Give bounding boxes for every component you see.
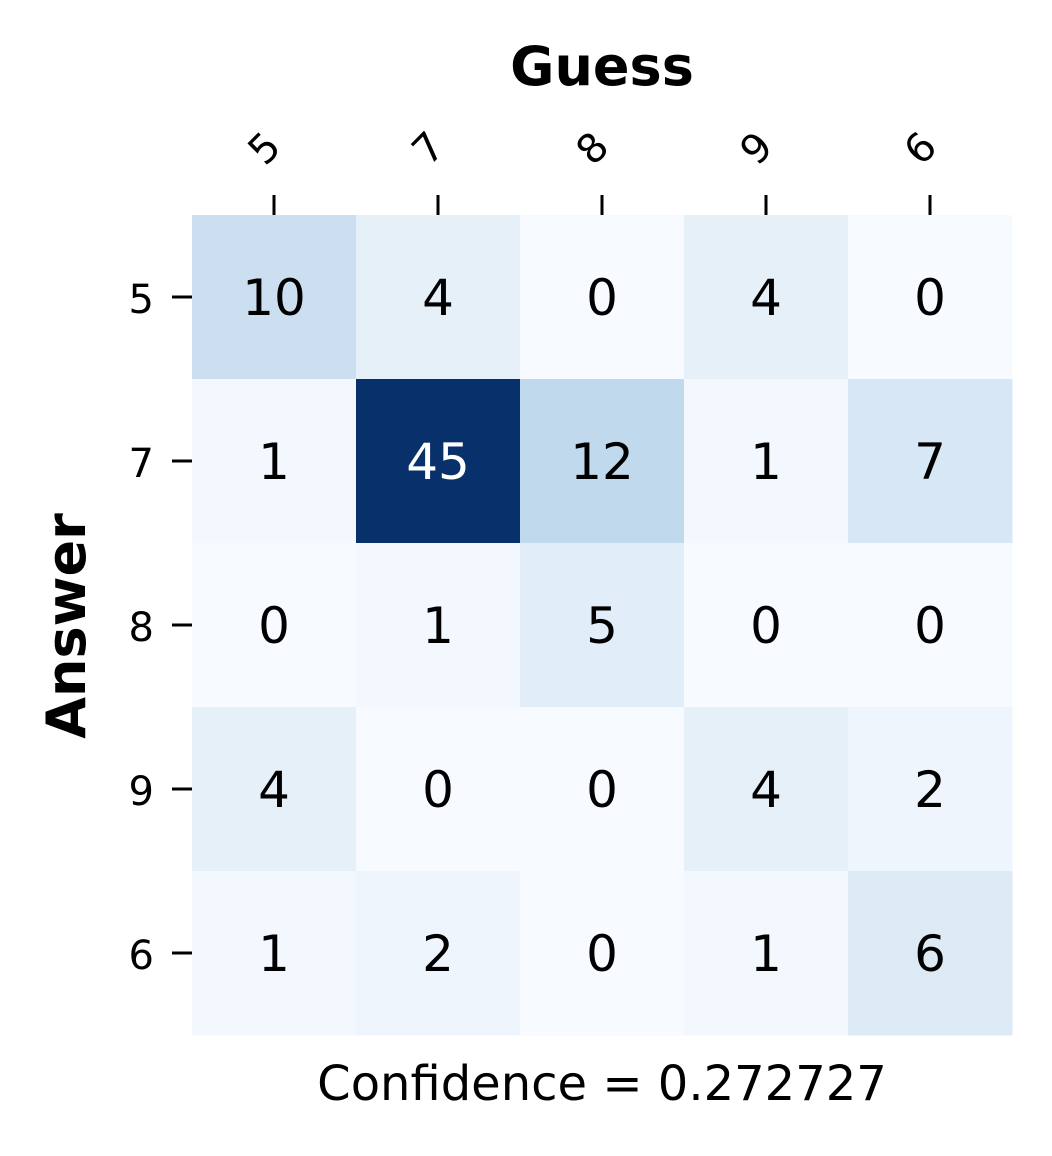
heatmap-cell-r1-c3: [684, 379, 849, 544]
heatmap-cell-r3-c4: [848, 707, 1013, 872]
cell-value-label: 0: [914, 597, 946, 655]
heatmap-cell-r3-c3: [684, 707, 849, 872]
confidence-caption: Confidence = 0.272727: [317, 1056, 887, 1112]
cell-value-label: 5: [586, 597, 618, 655]
cell-value-label: 2: [422, 925, 454, 983]
cell-value-label: 0: [914, 269, 946, 327]
y-tick-label: 7: [129, 441, 154, 487]
heatmap-cell-r0-c3: [684, 215, 849, 380]
cell-value-label: 0: [422, 761, 454, 819]
cell-value-label: 6: [914, 925, 946, 983]
heatmap-cell-r2-c2: [520, 543, 685, 708]
cell-value-label: 0: [586, 761, 618, 819]
cell-value-label: 4: [258, 761, 290, 819]
heatmap-cell-r2-c4: [848, 543, 1013, 708]
x-tick-label: 5: [240, 124, 291, 175]
heatmap-cell-r0-c4: [848, 215, 1013, 380]
cell-value-label: 4: [750, 269, 782, 327]
heatmap-cell-r4-c2: [520, 871, 685, 1036]
x-axis-title: Guess: [510, 35, 694, 98]
cell-value-label: 1: [422, 597, 454, 655]
cell-value-label: 4: [750, 761, 782, 819]
x-tick-label: 6: [896, 124, 947, 175]
cell-value-label: 0: [586, 269, 618, 327]
heatmap-cell-r1-c2: [520, 379, 685, 544]
heatmap-cell-r0-c2: [520, 215, 685, 380]
cell-value-label: 2: [914, 761, 946, 819]
cell-value-label: 1: [258, 433, 290, 491]
cell-value-label: 0: [750, 597, 782, 655]
cell-value-label: 12: [570, 433, 634, 491]
heatmap-cell-r4-c1: [356, 871, 521, 1036]
heatmap-cell-r0-c1: [356, 215, 521, 380]
heatmap-cell-r2-c1: [356, 543, 521, 708]
y-axis-title: Answer: [35, 513, 98, 739]
y-tick-label: 8: [129, 605, 154, 651]
heatmap-cell-r1-c1: [356, 379, 521, 544]
cell-value-label: 4: [422, 269, 454, 327]
heatmap-cell-r3-c1: [356, 707, 521, 872]
heatmap-cell-r4-c4: [848, 871, 1013, 1036]
heatmap-cell-r3-c0: [192, 707, 357, 872]
cell-value-label: 0: [258, 597, 290, 655]
cell-value-label: 45: [406, 433, 470, 491]
heatmap-cell-r4-c3: [684, 871, 849, 1036]
cell-value-label: 1: [750, 433, 782, 491]
cell-value-label: 7: [914, 433, 946, 491]
heatmap-cell-r4-c0: [192, 871, 357, 1036]
x-tick-label: 9: [732, 124, 783, 175]
y-tick-label: 5: [129, 277, 154, 323]
heatmap-cell-r1-c4: [848, 379, 1013, 544]
x-tick-label: 7: [404, 124, 455, 175]
x-tick-label: 8: [568, 124, 619, 175]
cell-value-label: 1: [258, 925, 290, 983]
cell-value-label: 10: [242, 269, 306, 327]
heatmap-cell-r3-c2: [520, 707, 685, 872]
heatmap-cell-r2-c3: [684, 543, 849, 708]
heatmap-cell-r2-c0: [192, 543, 357, 708]
cell-value-label: 0: [586, 925, 618, 983]
y-tick-label: 9: [129, 769, 154, 815]
cell-value-label: 1: [750, 925, 782, 983]
heatmap-cells: 10 4 0 4 01 45 12 1 70 1 5 0 04 0 0 4 21 2 0 1 6: [192, 215, 1013, 1036]
y-tick-label: 6: [129, 933, 154, 979]
heatmap-cell-r1-c0: [192, 379, 357, 544]
heatmap-cell-r0-c0: [192, 215, 357, 380]
